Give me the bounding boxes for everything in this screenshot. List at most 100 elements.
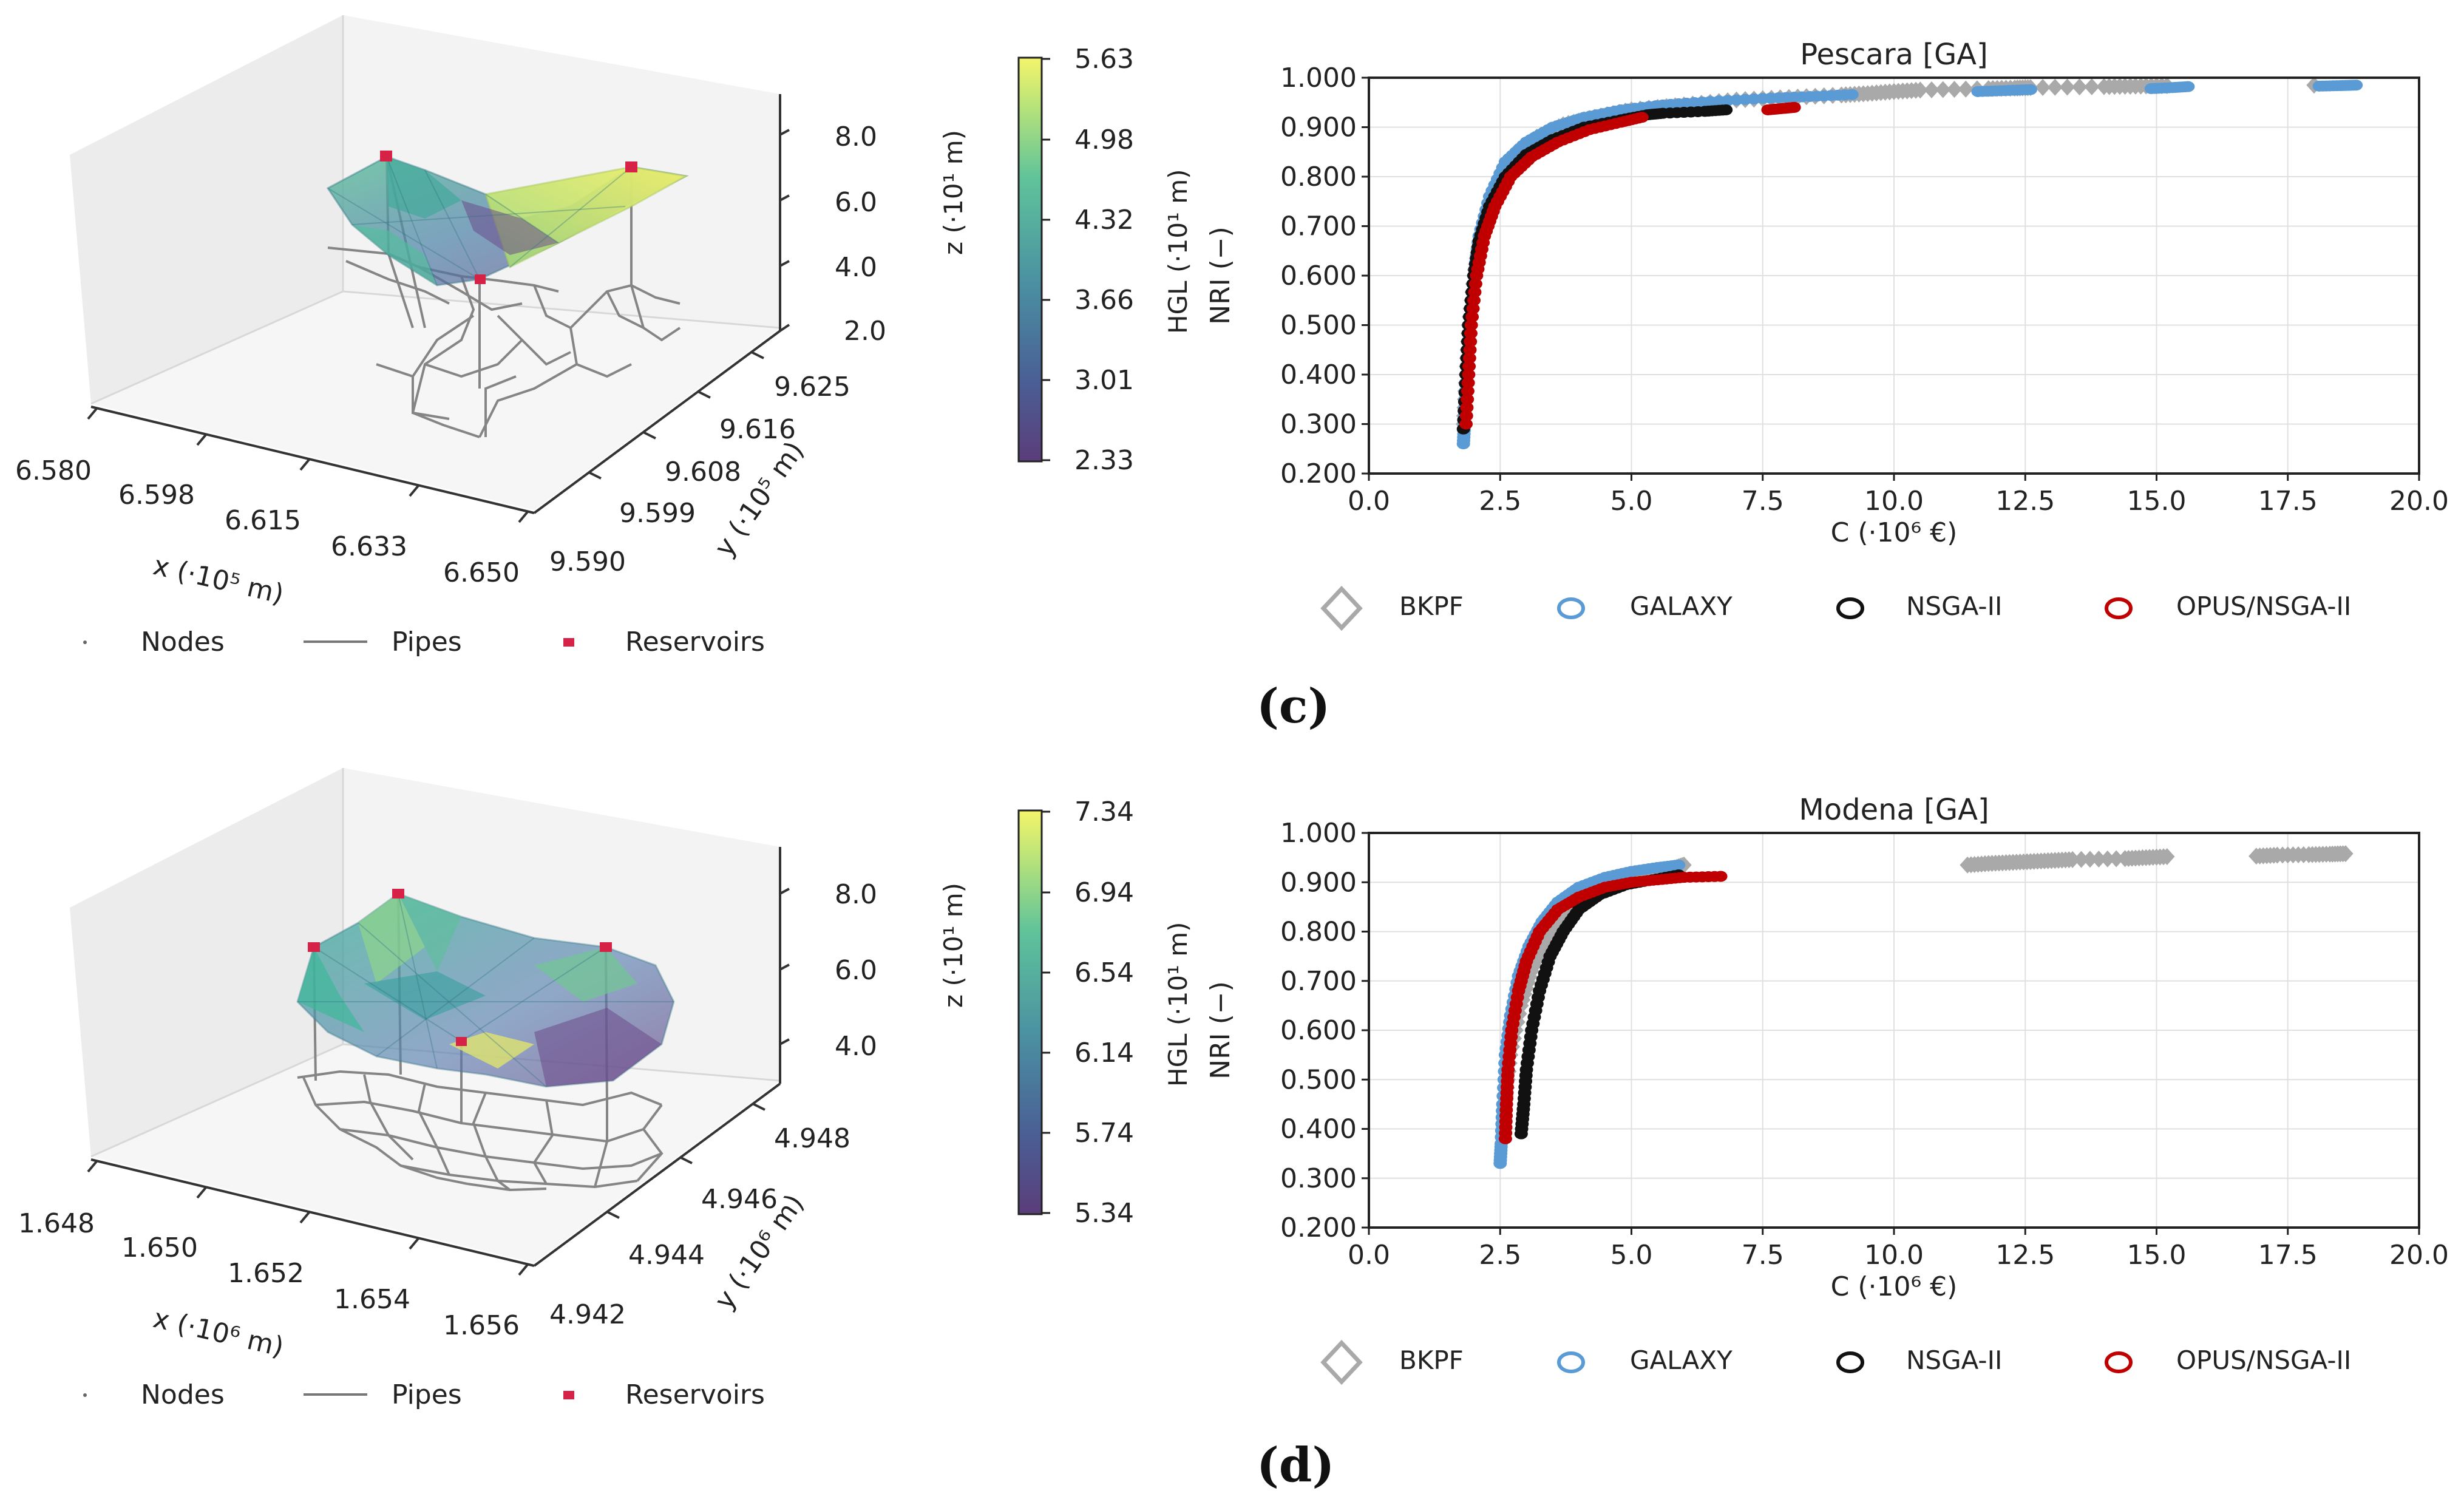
point-opus-nsga-ii [1464,336,1478,347]
x-tick-label: 12.5 [1995,1240,2055,1271]
x-tick-1: 1.650 [121,1232,198,1263]
reservoir-marker [456,1037,467,1046]
legend-reservoir-marker [563,1391,574,1399]
y-tick-label: 0.900 [1280,112,1357,143]
colorbar-top: 5.63 4.98 4.32 3.66 3.01 2.33 HGL (·10¹ … [1017,44,1193,476]
point-opus-nsga-ii [1459,418,1473,430]
series-opus-nsga-ii [1459,101,1801,430]
pipe-network [297,1070,664,1192]
y-tick-label: 0.500 [1280,310,1357,341]
x-axis-label: x (·10⁶ m) [151,1303,287,1363]
colorbar-tick-1: 4.98 [1074,124,1134,155]
legend-nodes-label: Nodes [141,627,225,657]
y-tick-label: 0.200 [1280,1212,1357,1243]
y-tick-label: 1.000 [1280,818,1357,849]
y-axis-label: NRI (−) [1205,981,1236,1079]
point-bkpf [2035,79,2051,97]
x-axis-label: C (·10⁶ €) [1831,517,1958,548]
x-tick-label: 12.5 [1995,486,2055,517]
pareto-chart-modena: 0.0 2.5 5.0 7.5 10.0 12.5 15.0 17.5 20.0 0.200 0.3… [1205,793,2449,1302]
z-axis-label: z (·10¹ m) [938,130,968,255]
legend-node-marker [83,1393,87,1397]
point-opus-nsga-ii [1464,328,1478,339]
y-tick-label: 0.900 [1280,867,1357,898]
colorbar-label: HGL (·10¹ m) [1163,922,1193,1087]
y-tick-1: 9.599 [619,498,696,529]
y-tick-0: 4.942 [549,1299,626,1330]
point-opus-nsga-ii [1462,369,1476,380]
z-tick-0: 2.0 [844,316,886,347]
legend-opus-marker [2105,597,2133,619]
x-tick-4: 6.650 [443,557,520,588]
x-axis-label: C (·10⁶ €) [1831,1271,1958,1302]
legend-bkpf-marker [1320,1339,1363,1385]
point-galaxy [2023,84,2037,95]
y-tick-label: 0.800 [1280,917,1357,948]
x-tick-label: 2.5 [1479,1240,1521,1271]
x-tick-label: 7.5 [1742,1240,1784,1271]
z-axis-label: z (·10¹ m) [938,883,968,1008]
legend-reservoir-marker [563,638,574,647]
point-bkpf [2059,78,2075,96]
point-opus-nsga-ii [1461,386,1475,397]
colorbar-tick-2: 4.32 [1074,205,1134,236]
pareto-legend-top: BKPF GALAXY NSGA-II OPUS/NSGA-II [1320,585,2351,631]
z-tick-1: 6.0 [835,955,877,986]
series-opus-nsga-ii [1498,871,1728,1144]
colorbar-tick-1: 6.94 [1074,877,1134,908]
x-tick-label: 17.5 [2258,1240,2318,1271]
reservoir-marker [308,942,320,952]
legend-nsga-label: NSGA-II [1906,1345,2002,1375]
colorbar-tick-2: 6.54 [1074,957,1134,988]
x-tick-3: 6.633 [331,531,407,562]
legend-galaxy-label: GALAXY [1630,591,1733,621]
x-tick-label: 20.0 [2389,1240,2449,1271]
y-tick-label: 0.200 [1280,458,1357,489]
point-bkpf [1912,81,1928,99]
legend-nsga-marker [1836,597,1864,619]
y-tick-2: 4.946 [701,1184,778,1215]
point-opus-nsga-ii [1468,287,1482,298]
z-tick-0: 4.0 [835,1031,877,1062]
point-bkpf [2084,78,2100,95]
y-tick-label: 0.300 [1280,409,1357,440]
point-opus-nsga-ii [1462,361,1476,372]
legend-galaxy-label: GALAXY [1630,1345,1733,1375]
x-tick-label: 0.0 [1348,1240,1390,1271]
point-opus-nsga-ii [1460,402,1474,413]
y-tick-0: 9.590 [549,546,626,577]
reservoir-marker [380,151,392,161]
y-tick-3: 4.948 [774,1123,850,1154]
plot-frame [1368,76,2420,475]
x-tick-label: 20.0 [2389,486,2449,517]
point-opus-nsga-ii [1461,377,1475,389]
y-tick-3: 9.616 [719,414,796,445]
y-axis-label: y (·10⁵ m) [708,436,810,563]
legend-reservoirs-label: Reservoirs [625,627,765,657]
point-opus-nsga-ii [1461,393,1475,405]
chart-title: Modena [GA] [1799,793,1989,827]
point-nsga-ii [1719,104,1733,115]
legend-bkpf-label: BKPF [1399,1345,1464,1375]
pareto-chart-pescara: 0.0 2.5 5.0 7.5 10.0 12.5 15.0 17.5 20.0 0.200 0.3… [1205,38,2449,548]
hgl-surface [296,892,675,1088]
y-tick-1: 4.944 [628,1240,705,1271]
x-tick-label: 10.0 [1864,1240,1924,1271]
point-opus-nsga-ii [1466,303,1480,314]
x-tick-3: 1.654 [334,1284,410,1315]
panel-label-c: (c) [1257,679,1330,734]
colorbar-tick-3: 3.66 [1074,285,1134,316]
y-tick-label: 0.300 [1280,1163,1357,1194]
reservoir-marker [625,161,637,172]
point-opus-nsga-ii [1468,278,1482,290]
panel-label-d: (d) [1257,1438,1334,1493]
x-tick-2: 6.615 [225,505,301,536]
colorbar-bottom: 7.34 6.94 6.54 6.14 5.74 5.34 HGL (·10¹ … [1017,797,1193,1229]
x-tick-label: 7.5 [1742,486,1784,517]
legend-opus-label: OPUS/NSGA-II [2176,1345,2351,1375]
y-tick-label: 0.400 [1280,359,1357,390]
point-opus-nsga-ii [1787,101,1801,113]
x-tick-label: 5.0 [1610,486,1653,517]
y-tick-label: 1.000 [1280,63,1357,93]
